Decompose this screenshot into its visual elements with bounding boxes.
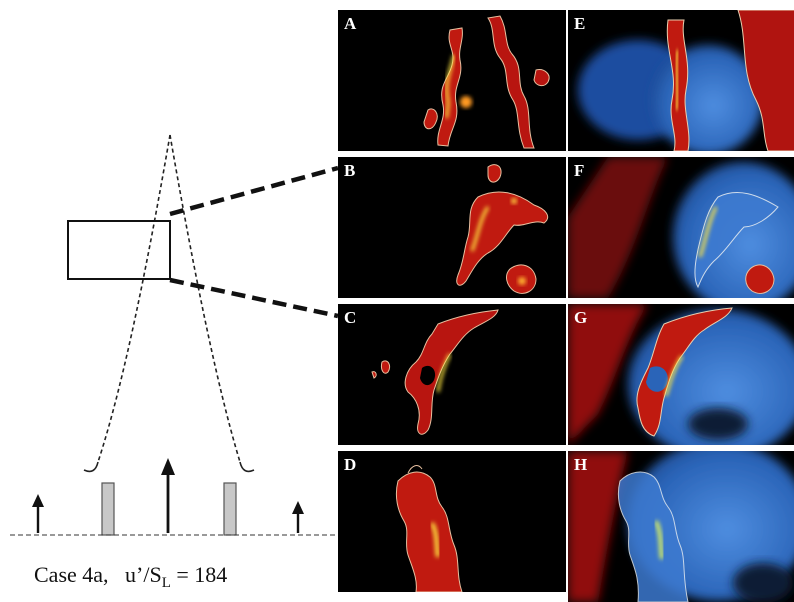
flame-contour	[636, 307, 733, 437]
flow-arrow-outer-right	[292, 501, 304, 533]
flame-core	[430, 522, 440, 558]
flame-contour	[456, 191, 549, 286]
flow-region	[688, 408, 748, 440]
flow-arrow-outer-left	[32, 494, 44, 533]
case-label: Case 4a,	[34, 562, 109, 587]
flame-contour	[395, 471, 463, 592]
flame-core	[460, 96, 472, 108]
ratio-suffix: = 184	[170, 562, 228, 587]
panel-h: H	[568, 451, 794, 602]
zoom-region-box	[67, 220, 171, 280]
panel-label: F	[574, 161, 585, 180]
flame-core	[698, 206, 718, 258]
panel-f: F	[568, 157, 794, 298]
flame-core	[511, 198, 517, 204]
flame-contour	[694, 191, 779, 289]
flow-arrow-center	[161, 458, 175, 533]
flame-contour	[404, 309, 499, 435]
panel-e: E	[568, 10, 794, 151]
flame-contour	[437, 27, 463, 147]
panel-label: A	[344, 14, 357, 33]
ratio-prefix: u’/S	[125, 562, 162, 587]
flow-region	[646, 366, 668, 392]
zoom-callout-bottom	[169, 277, 339, 319]
flow-region	[568, 304, 648, 445]
flame-core	[445, 54, 456, 119]
flame-contour	[381, 360, 391, 374]
flame-contour	[745, 264, 775, 294]
panel-b: B	[338, 157, 566, 298]
panel-label: D	[344, 455, 357, 474]
flame-contour	[737, 10, 794, 151]
flame-cone-left-hook	[83, 461, 99, 473]
flame-contour	[407, 465, 423, 474]
panel-label: E	[574, 14, 586, 33]
panel-label: G	[574, 308, 588, 327]
panel-label: H	[574, 455, 588, 474]
flow-region	[568, 451, 628, 602]
flame-core	[436, 353, 452, 393]
flame-core	[654, 520, 664, 560]
flow-region	[733, 563, 793, 602]
ratio-subscript: L	[161, 575, 171, 591]
burner-wall-right	[223, 482, 237, 536]
flame-core	[518, 277, 526, 285]
burner-schematic	[10, 134, 339, 536]
panel-a: A	[338, 10, 566, 151]
flame-contour	[371, 371, 377, 379]
flame-core	[470, 206, 490, 252]
flame-core	[674, 49, 680, 111]
panel-g: G	[568, 304, 794, 445]
flame-contour	[533, 69, 550, 87]
burner-wall-left	[101, 482, 115, 536]
flame-cone-right	[169, 134, 241, 463]
panel-label: B	[344, 161, 356, 180]
flow-region	[568, 157, 668, 298]
panel-c: C	[338, 304, 566, 445]
flow-region	[420, 365, 436, 386]
flame-core	[664, 355, 684, 397]
flame-contour	[617, 471, 689, 602]
zoom-callout-top	[169, 165, 339, 217]
flame-cone-left	[97, 134, 171, 463]
flame-contour	[423, 108, 438, 130]
flame-cone-right-hook	[239, 461, 255, 473]
flame-contour	[487, 15, 535, 149]
flame-contour	[487, 164, 502, 183]
panel-label: C	[344, 308, 357, 327]
panel-d: D	[338, 451, 566, 592]
case-caption: Case 4a, u’/SL = 184	[34, 562, 227, 592]
